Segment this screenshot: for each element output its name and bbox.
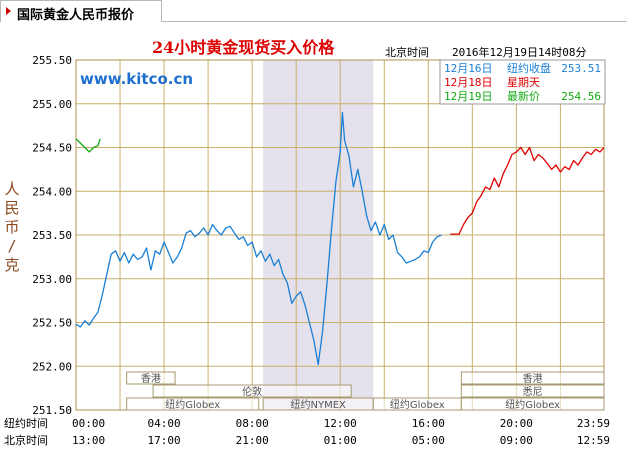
- legend-label: 最新价: [507, 89, 540, 103]
- y-axis-label: 人民币/克: [4, 180, 19, 274]
- x-tick-label: 12:00: [324, 417, 357, 430]
- session-bar: [126, 371, 176, 385]
- legend-value: 253.51: [561, 62, 601, 75]
- session-label: 香港: [523, 373, 543, 385]
- x-tick-label: 04:00: [148, 417, 181, 430]
- x-tick-label: 00:00: [72, 417, 105, 430]
- tab-arrow-icon: [6, 7, 11, 15]
- x-tick-label: 13:00: [72, 434, 105, 447]
- legend-date: 12月18日: [444, 76, 493, 89]
- y-axis-label-char: 币: [4, 218, 19, 236]
- session-label: 纽约Globex: [165, 398, 220, 411]
- y-axis-label-char: /: [7, 237, 16, 255]
- series-line-2: [450, 146, 605, 235]
- session-bar: [126, 397, 260, 411]
- y-tick-label: 254.50: [32, 142, 72, 155]
- y-tick-label: 255.50: [32, 54, 72, 67]
- x-tick-label: 16:00: [412, 417, 445, 430]
- legend-value: 254.56: [561, 90, 601, 103]
- legend-date: 12月19日: [444, 90, 493, 103]
- legend-date: 12月16日: [444, 62, 493, 75]
- x-tick-label: 05:00: [412, 434, 445, 447]
- quote-tab[interactable]: 国际黄金人民币报价: [0, 0, 162, 23]
- x-row-label: 纽约时间: [4, 416, 48, 430]
- session-bar: [460, 384, 605, 398]
- session-bar: [460, 371, 605, 385]
- y-axis-label-char: 克: [4, 256, 19, 274]
- tab-title: 国际黄金人民币报价: [17, 8, 135, 23]
- legend-label: 星期天: [507, 76, 540, 89]
- chart-title: 24小时黄金现货买入价格: [152, 38, 335, 57]
- session-label: 纽约Globex: [505, 398, 560, 411]
- y-tick-label: 253.50: [32, 229, 72, 242]
- session-label: 纽约NYMEX: [291, 398, 347, 411]
- y-tick-label: 251.50: [32, 404, 72, 417]
- y-tick-labels: 251.50 252.00 252.50 253.00 253.50 254.00 254.…: [32, 54, 72, 417]
- y-axis-label-char: 民: [4, 199, 19, 217]
- y-tick-label: 255.00: [32, 98, 72, 111]
- series-line-1: [75, 111, 442, 366]
- session-bar: [152, 384, 352, 398]
- legend-box: [439, 59, 606, 105]
- y-tick-label: 253.00: [32, 273, 72, 286]
- x-tick-label: 20:00: [500, 417, 533, 430]
- tab-divider: [162, 21, 627, 22]
- x-tick-label: 17:00: [148, 434, 181, 447]
- series-line-3: [75, 138, 101, 153]
- x-tick-label: 23:59: [577, 417, 610, 430]
- x-row-label: 北京时间: [4, 433, 48, 447]
- y-tick-label: 252.50: [32, 317, 72, 330]
- session-label: 纽约Globex: [390, 398, 445, 411]
- x-tick-label: 08:00: [236, 417, 269, 430]
- series-lines: [75, 111, 605, 366]
- legend: 12月16日 纽约收盘 253.51 12月18日 星期天 12月19日 最新价 254.56: [439, 59, 606, 105]
- session-label: 悉尼: [523, 386, 543, 398]
- session-label: 伦敦: [242, 385, 262, 398]
- timestamp-label: 北京时间: [385, 45, 429, 59]
- x-tick-label: 09:00: [500, 434, 533, 447]
- session-label: 香港: [141, 373, 161, 385]
- x-tick-labels: 纽约时间 00:00 04:00 08:00 12:00 16:00 20:00 23:59 北…: [4, 416, 610, 447]
- watermark: www.kitco.cn: [80, 70, 193, 88]
- x-tick-label: 21:00: [236, 434, 269, 447]
- legend-label: 纽约收盘: [507, 61, 551, 75]
- timestamp: 2016年12月19日14时08分: [452, 45, 586, 59]
- y-tick-label: 252.00: [32, 360, 72, 373]
- y-tick-label: 254.00: [32, 185, 72, 198]
- x-tick-label: 01:00: [324, 434, 357, 447]
- y-axis-label-char: 人: [4, 180, 19, 198]
- session-bar: [460, 397, 605, 411]
- x-tick-label: 12:59: [577, 434, 610, 447]
